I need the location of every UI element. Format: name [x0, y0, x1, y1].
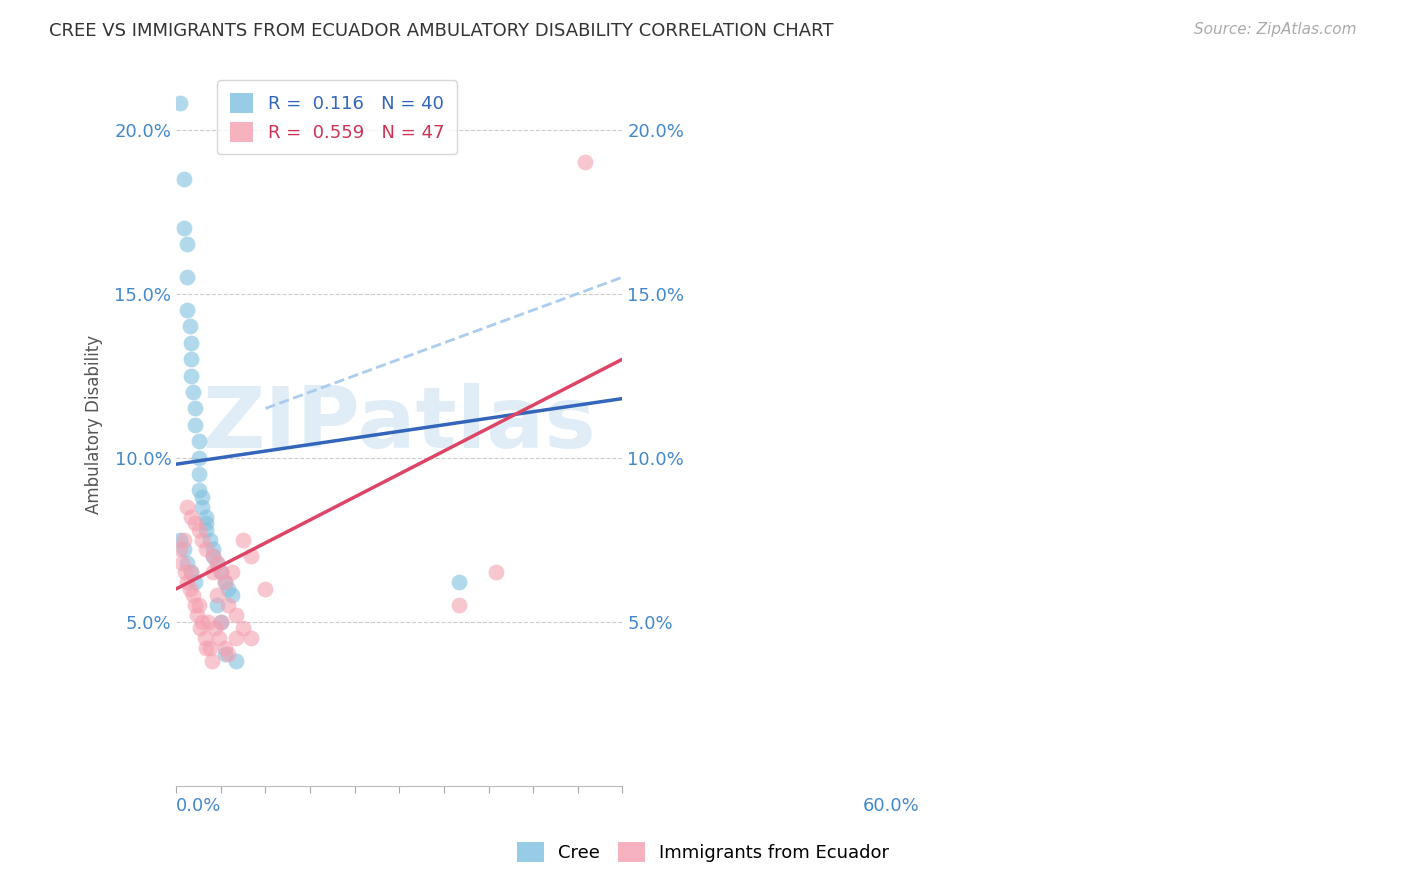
- Point: [184, 417, 207, 432]
- Point: [221, 566, 243, 580]
- Point: [195, 523, 218, 537]
- Point: [169, 542, 191, 557]
- Point: [214, 575, 236, 590]
- Text: CREE VS IMMIGRANTS FROM ECUADOR AMBULATORY DISABILITY CORRELATION CHART: CREE VS IMMIGRANTS FROM ECUADOR AMBULATO…: [49, 22, 834, 40]
- Point: [176, 237, 198, 252]
- Point: [204, 621, 226, 635]
- Point: [205, 556, 228, 570]
- Point: [574, 155, 596, 169]
- Point: [173, 221, 195, 235]
- Point: [209, 566, 232, 580]
- Point: [232, 621, 254, 635]
- Point: [214, 575, 236, 590]
- Point: [254, 582, 277, 596]
- Point: [187, 523, 209, 537]
- Point: [217, 648, 239, 662]
- Point: [208, 631, 231, 645]
- Point: [217, 598, 239, 612]
- Point: [191, 615, 214, 629]
- Point: [198, 640, 221, 655]
- Point: [188, 621, 211, 635]
- Point: [202, 549, 225, 563]
- Point: [239, 549, 262, 563]
- Point: [174, 566, 197, 580]
- Point: [187, 450, 209, 465]
- Point: [181, 588, 204, 602]
- Point: [205, 588, 228, 602]
- Point: [181, 384, 204, 399]
- Point: [447, 598, 470, 612]
- Point: [195, 640, 218, 655]
- Point: [214, 648, 236, 662]
- Point: [191, 500, 214, 514]
- Point: [184, 516, 207, 531]
- Text: ZIPatlas: ZIPatlas: [202, 384, 596, 467]
- Point: [176, 303, 198, 318]
- Point: [205, 598, 228, 612]
- Point: [176, 556, 198, 570]
- Point: [180, 566, 202, 580]
- Y-axis label: Ambulatory Disability: Ambulatory Disability: [86, 335, 103, 515]
- Point: [186, 607, 208, 622]
- Point: [193, 631, 215, 645]
- Point: [202, 566, 225, 580]
- Point: [197, 615, 219, 629]
- Point: [180, 509, 202, 524]
- Point: [169, 96, 191, 111]
- Point: [217, 582, 239, 596]
- Point: [198, 533, 221, 547]
- Point: [209, 615, 232, 629]
- Point: [180, 368, 202, 383]
- Point: [225, 631, 247, 645]
- Point: [195, 542, 218, 557]
- Text: 0.0%: 0.0%: [176, 797, 222, 815]
- Point: [447, 575, 470, 590]
- Point: [184, 575, 207, 590]
- Point: [187, 434, 209, 449]
- Point: [195, 516, 218, 531]
- Point: [172, 556, 194, 570]
- Point: [209, 615, 232, 629]
- Legend: Cree, Immigrants from Ecuador: Cree, Immigrants from Ecuador: [509, 835, 897, 870]
- Point: [176, 500, 198, 514]
- Point: [221, 588, 243, 602]
- Point: [184, 401, 207, 416]
- Point: [187, 467, 209, 481]
- Point: [191, 533, 214, 547]
- Point: [239, 631, 262, 645]
- Point: [195, 509, 218, 524]
- Point: [202, 542, 225, 557]
- Point: [179, 582, 201, 596]
- Legend: R =  0.116   N = 40, R =  0.559   N = 47: R = 0.116 N = 40, R = 0.559 N = 47: [217, 80, 457, 154]
- Point: [225, 654, 247, 668]
- Point: [169, 533, 191, 547]
- Point: [179, 319, 201, 334]
- Text: 60.0%: 60.0%: [863, 797, 920, 815]
- Point: [225, 607, 247, 622]
- Point: [205, 556, 228, 570]
- Point: [209, 566, 232, 580]
- Point: [232, 533, 254, 547]
- Point: [180, 335, 202, 350]
- Point: [187, 598, 209, 612]
- Point: [173, 171, 195, 186]
- Point: [180, 352, 202, 367]
- Text: Source: ZipAtlas.com: Source: ZipAtlas.com: [1194, 22, 1357, 37]
- Point: [176, 575, 198, 590]
- Point: [184, 598, 207, 612]
- Point: [176, 270, 198, 285]
- Point: [202, 549, 225, 563]
- Point: [173, 533, 195, 547]
- Point: [187, 483, 209, 498]
- Point: [485, 566, 508, 580]
- Point: [214, 640, 236, 655]
- Point: [180, 566, 202, 580]
- Point: [173, 542, 195, 557]
- Point: [191, 490, 214, 504]
- Point: [201, 654, 224, 668]
